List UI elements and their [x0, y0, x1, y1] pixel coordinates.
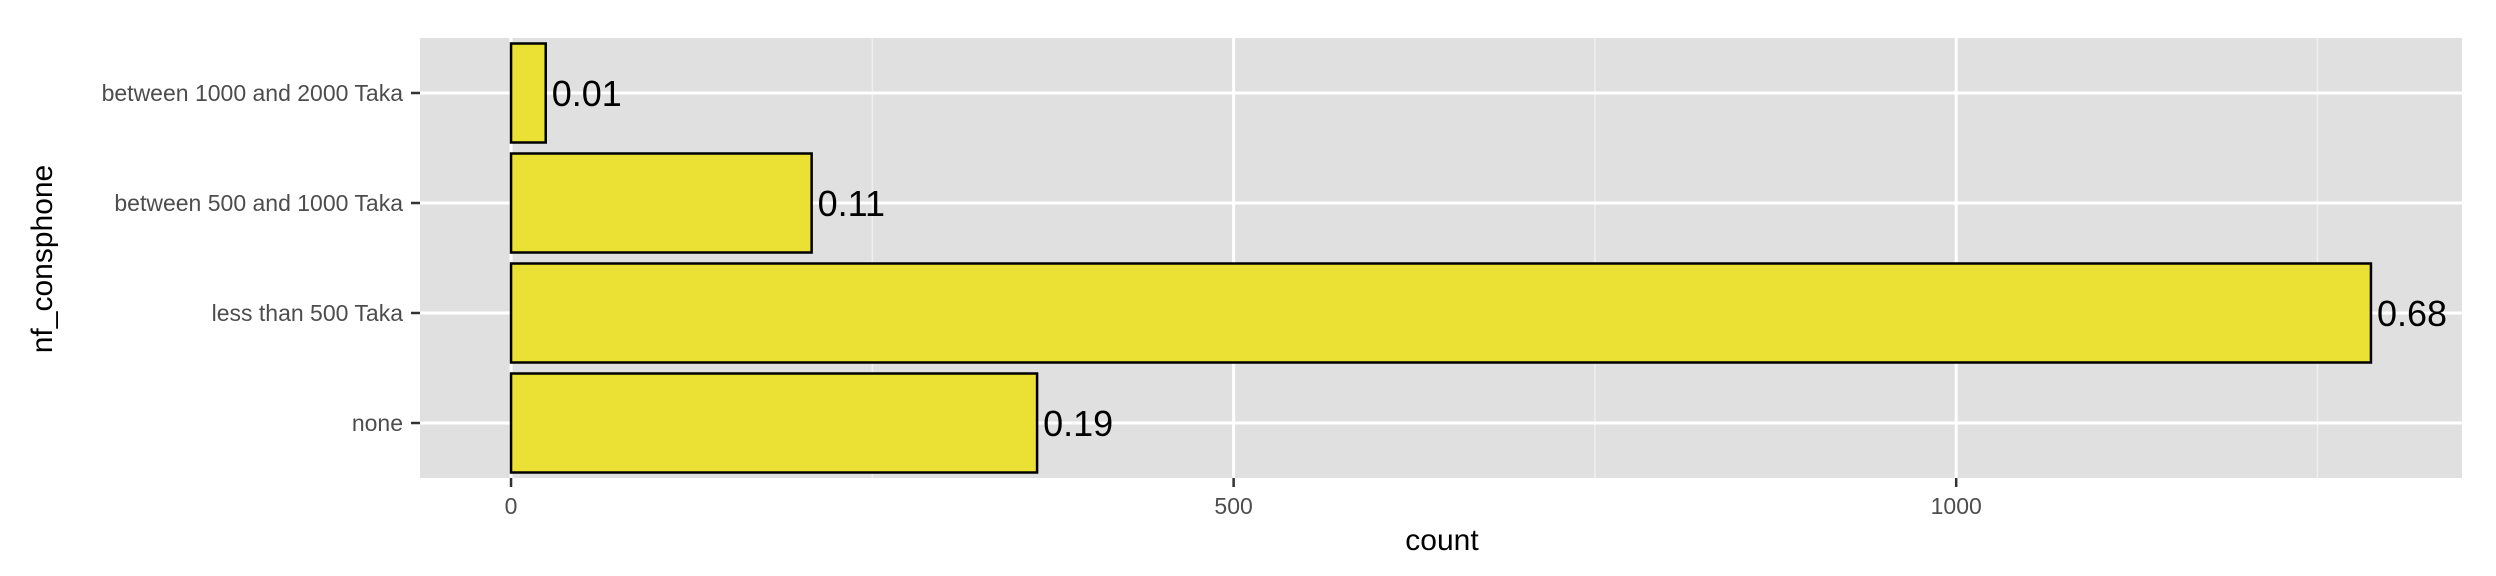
bar-0 — [509, 372, 1039, 474]
bar-2 — [509, 152, 813, 254]
data-label: 0.11 — [818, 183, 885, 224]
y-tick-label: between 500 and 1000 Taka — [114, 190, 403, 216]
y-tick-label: less than 500 Taka — [212, 300, 404, 326]
x-axis-title: count — [1405, 524, 1479, 557]
data-label: 0.68 — [2377, 293, 2447, 334]
x-tick-label: 1000 — [1931, 493, 1982, 519]
bars — [509, 42, 2373, 474]
y-tick-label: between 1000 and 2000 Taka — [102, 80, 404, 106]
data-labels: 0.19 0.68 0.11 0.01 — [552, 73, 2447, 444]
y-axis-title: nf_consphone — [26, 165, 59, 354]
x-tick-label: 0 — [505, 493, 518, 519]
axes: none less than 500 Taka between 500 and 10… — [102, 80, 1982, 519]
bar-1 — [509, 262, 2373, 364]
bar-3 — [509, 42, 547, 144]
x-tick-label: 500 — [1214, 493, 1252, 519]
data-label: 0.19 — [1043, 403, 1113, 444]
data-label: 0.01 — [552, 73, 622, 114]
y-tick-label: none — [352, 410, 403, 436]
